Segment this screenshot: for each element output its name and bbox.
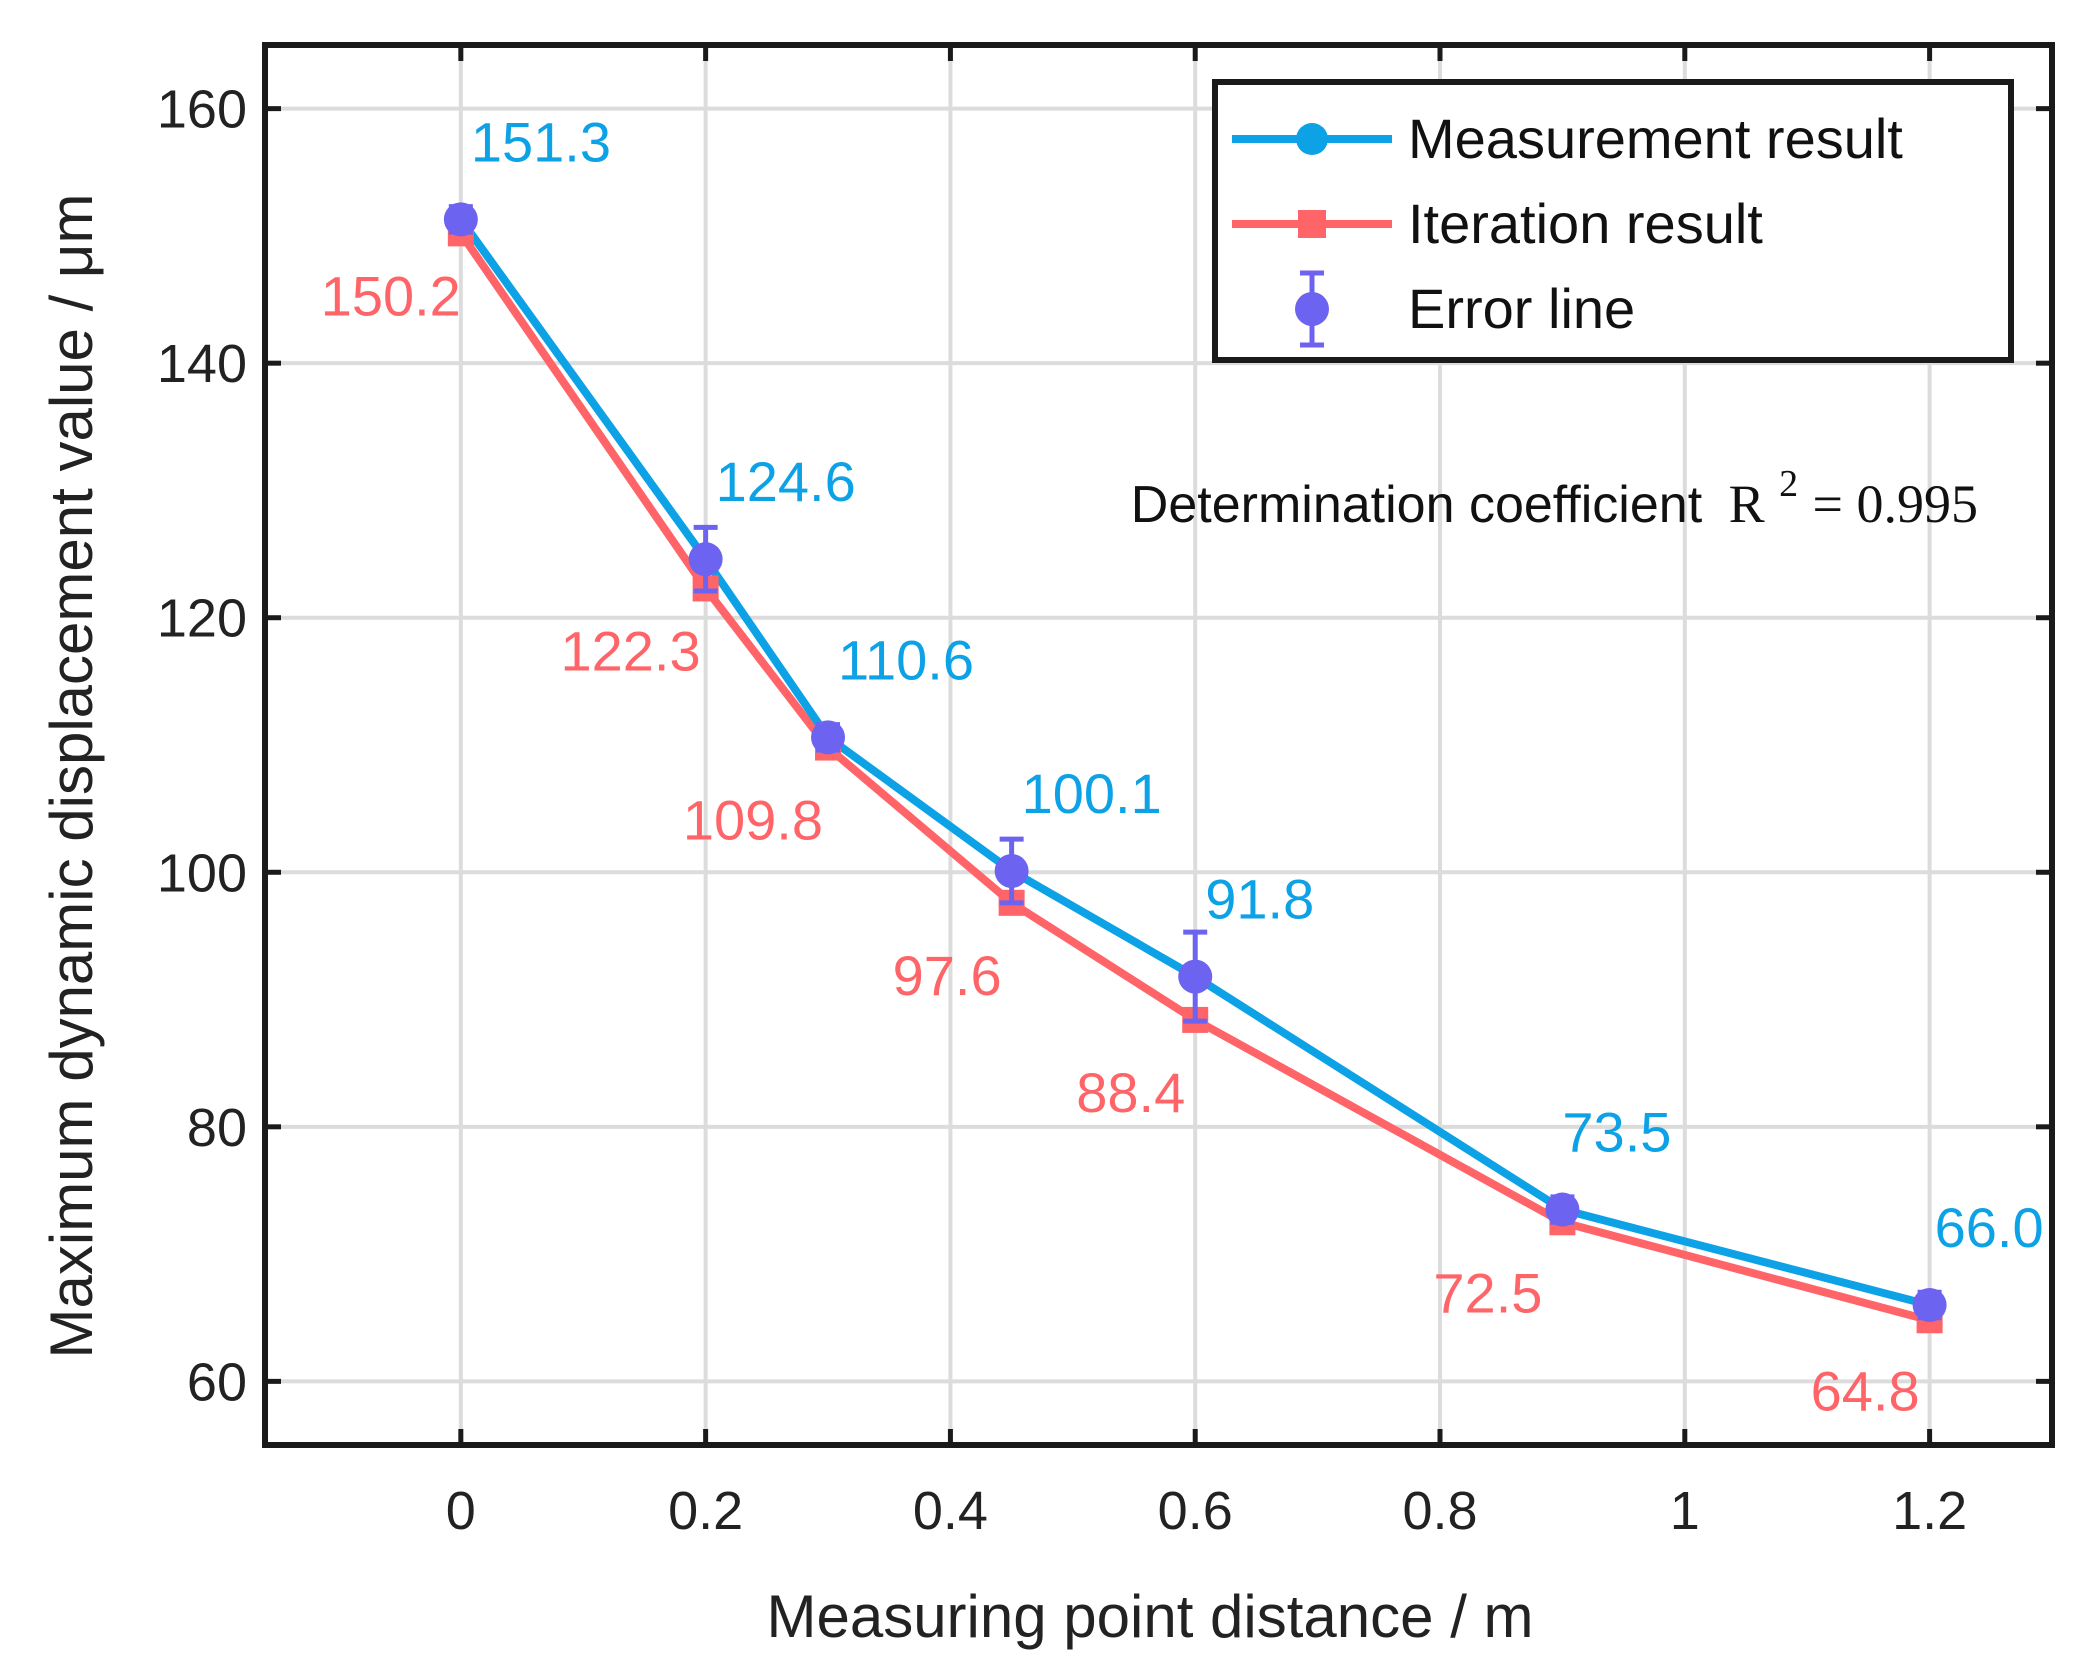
y-tick-label: 60 <box>187 1352 247 1412</box>
annotation-text: Determination coefficient <box>1131 476 1703 534</box>
y-tick-label: 100 <box>157 843 247 903</box>
annotation-formula-base: R <box>1729 474 1765 534</box>
iteration-data-label: 97.6 <box>893 944 1002 1007</box>
y-axis-label: Maximum dynamic displacement value / μm <box>38 194 105 1359</box>
iteration-data-label: 109.8 <box>683 789 823 852</box>
y-tick-label: 160 <box>157 80 247 140</box>
legend-swatch-marker <box>1298 210 1326 238</box>
measurement-data-label: 110.6 <box>838 628 974 691</box>
x-axis-label: Measuring point distance / m <box>766 1583 1533 1650</box>
legend-label: Iteration result <box>1408 192 1763 255</box>
measurement-data-label: 124.6 <box>716 450 856 513</box>
iteration-data-label: 150.2 <box>321 264 461 327</box>
x-tick-label: 0.2 <box>668 1481 743 1541</box>
iteration-data-label: 64.8 <box>1811 1359 1920 1422</box>
series-layer <box>443 202 1947 1334</box>
x-tick-label: 0.8 <box>1402 1481 1477 1541</box>
iteration-data-label: 122.3 <box>560 619 700 682</box>
axis-ticks: 0 0.2 0.4 0.6 0.8 1 1.2 60 80 100 120 140 160 <box>157 45 2052 1541</box>
y-tick-label: 80 <box>187 1098 247 1158</box>
plot-frame <box>262 42 2055 1448</box>
data-labels: 151.3 150.2 124.6 122.3 110.6 109.8 100.1 97.6 9… <box>321 110 2044 1422</box>
error-line-marker <box>994 854 1029 888</box>
x-tick-label: 0.6 <box>1158 1481 1233 1541</box>
legend-swatch-marker <box>1295 292 1329 326</box>
x-tick-label: 0.4 <box>913 1481 988 1541</box>
error-line-marker <box>1912 1288 1947 1322</box>
error-line-marker <box>443 202 478 237</box>
measurement-data-label: 73.5 <box>1562 1101 1671 1164</box>
measurement-data-label: 151.3 <box>471 110 611 173</box>
measurement-data-label: 91.8 <box>1205 868 1314 931</box>
iteration-data-label: 88.4 <box>1076 1061 1185 1124</box>
measurement-data-label: 100.1 <box>1022 762 1162 825</box>
legend-label: Error line <box>1408 277 1635 340</box>
x-tick-label: 1 <box>1670 1481 1700 1541</box>
r-squared-annotation: Determination coefficient R 2 = 0.995 <box>1131 450 1978 534</box>
error-line-marker <box>688 542 723 577</box>
iteration-data-label: 72.5 <box>1433 1261 1542 1324</box>
legend-label: Measurement result <box>1408 107 1903 170</box>
x-tick-label: 1.2 <box>1892 1481 1967 1541</box>
legend: Measurement result Iteration result Error … <box>1212 79 2014 363</box>
annotation-formula-rest: = 0.995 <box>1813 474 1978 534</box>
y-tick-label: 120 <box>157 589 247 649</box>
measurement-data-label: 66.0 <box>1935 1196 2044 1259</box>
error-line-marker <box>1178 959 1213 994</box>
y-tick-label: 140 <box>157 334 247 394</box>
legend-swatch-marker <box>1296 123 1328 155</box>
error-line-marker <box>811 720 846 755</box>
error-line-marker <box>1545 1192 1580 1227</box>
annotation-formula-exp: 2 <box>1779 463 1798 505</box>
x-tick-label: 0 <box>446 1481 476 1541</box>
